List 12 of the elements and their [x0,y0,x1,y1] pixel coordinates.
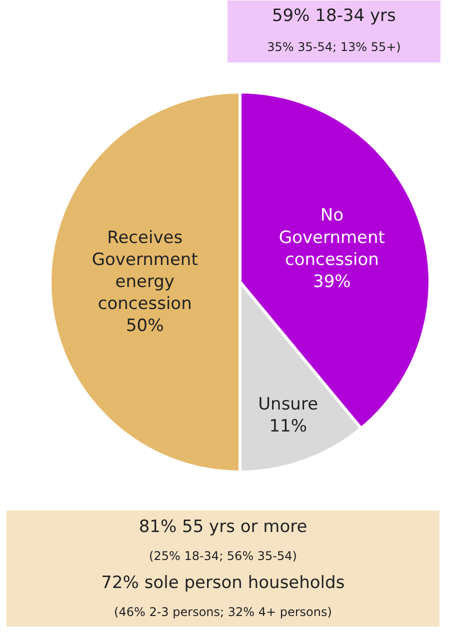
data-label: 11% [269,416,307,437]
slice-label: Unsure [258,394,318,414]
text: 35% 35-54; 13% 55+) [267,40,401,54]
data-label: 50% [126,316,164,336]
slice-label: Receives Government energy concession [92,228,198,314]
slice-label: No Government concession [278,206,386,270]
text: 72% sole person households [101,573,345,593]
text: 81% 55 yrs or more [138,517,308,537]
text: (46% 2-3 persons; 32% 4+ persons) [114,605,332,619]
text: (25% 18-34; 56% 35-54) [149,549,297,563]
text: 59% 18-34 yrs [272,6,396,26]
data-label: 39% [313,272,351,292]
